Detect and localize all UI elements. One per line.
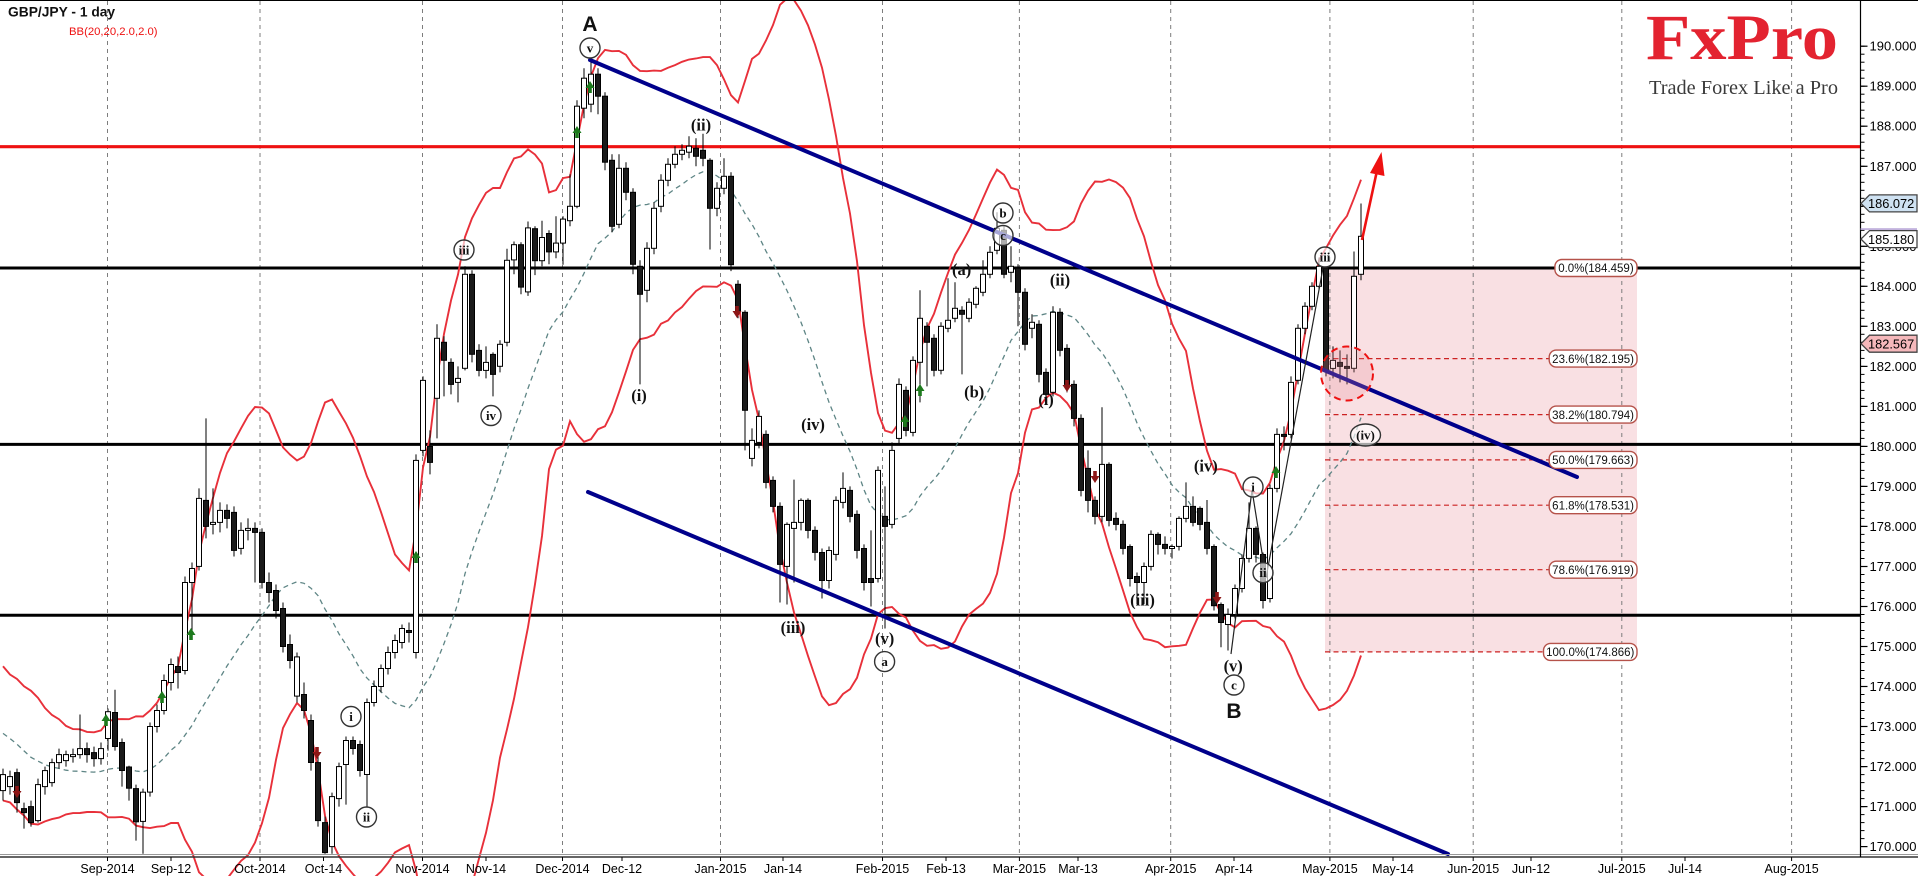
svg-text:Sep-12: Sep-12 [151,862,191,876]
svg-text:Oct-2014: Oct-2014 [234,862,285,876]
svg-text:Feb-2015: Feb-2015 [856,862,910,876]
svg-text:182.567: 182.567 [1868,337,1914,352]
svg-text:180.000: 180.000 [1870,439,1917,454]
svg-text:A: A [582,13,597,36]
svg-text:ii: ii [1259,565,1267,580]
svg-text:181.000: 181.000 [1870,399,1917,414]
svg-text:Dec-12: Dec-12 [602,862,642,876]
svg-text:177.000: 177.000 [1870,559,1917,574]
svg-text:Sep-2014: Sep-2014 [80,862,134,876]
svg-text:Jul-2015: Jul-2015 [1598,862,1646,876]
svg-text:0.0%(184.459): 0.0%(184.459) [1558,263,1634,275]
svg-text:Apr-2015: Apr-2015 [1145,862,1196,876]
svg-text:(b): (b) [964,382,984,401]
svg-text:(ii): (ii) [691,116,711,135]
svg-text:176.000: 176.000 [1870,599,1917,614]
svg-text:170.000: 170.000 [1870,839,1917,854]
svg-text:188.000: 188.000 [1870,119,1917,134]
svg-text:FxPro: FxPro [1646,2,1838,74]
svg-text:173.000: 173.000 [1870,719,1917,734]
svg-text:(v): (v) [875,629,894,648]
svg-text:100.0%(174.866): 100.0%(174.866) [1546,647,1634,659]
svg-text:iv: iv [486,408,497,423]
svg-text:Oct-14: Oct-14 [305,862,343,876]
svg-text:BB(20,20,2.0,2.0): BB(20,20,2.0,2.0) [69,26,158,38]
svg-text:(a): (a) [952,260,971,279]
svg-text:38.2%(180.794): 38.2%(180.794) [1552,410,1634,422]
svg-text:185.180: 185.180 [1868,232,1914,247]
svg-text:b: b [999,206,1006,221]
svg-text:May-14: May-14 [1372,862,1414,876]
svg-text:Aug-2015: Aug-2015 [1764,862,1818,876]
svg-text:Nov-2014: Nov-2014 [395,862,449,876]
svg-text:iii: iii [459,243,470,258]
svg-text:189.000: 189.000 [1870,79,1917,94]
svg-text:Mar-13: Mar-13 [1058,862,1098,876]
svg-text:i: i [1251,480,1255,495]
svg-text:Trade Forex Like a Pro: Trade Forex Like a Pro [1649,78,1838,99]
svg-text:179.000: 179.000 [1870,479,1917,494]
svg-text:23.6%(182.195): 23.6%(182.195) [1552,354,1634,366]
svg-text:172.000: 172.000 [1870,759,1917,774]
svg-text:174.000: 174.000 [1870,679,1917,694]
svg-text:171.000: 171.000 [1870,799,1917,814]
svg-text:(i): (i) [631,386,647,405]
svg-text:iii: iii [1320,250,1331,265]
svg-text:i: i [349,709,353,724]
svg-text:Jun-12: Jun-12 [1512,862,1550,876]
svg-text:May-2015: May-2015 [1302,862,1358,876]
svg-text:190.000: 190.000 [1870,39,1917,54]
svg-text:c: c [1231,678,1237,693]
svg-text:183.000: 183.000 [1870,319,1917,334]
svg-text:Jun-2015: Jun-2015 [1447,862,1499,876]
svg-text:Jan-2015: Jan-2015 [694,862,746,876]
svg-text:(iv): (iv) [1194,456,1218,475]
svg-text:175.000: 175.000 [1870,639,1917,654]
svg-text:187.000: 187.000 [1870,159,1917,174]
svg-text:50.0%(179.663): 50.0%(179.663) [1552,455,1634,467]
svg-text:Jan-14: Jan-14 [764,862,802,876]
svg-text:a: a [881,654,888,669]
svg-text:c: c [1000,228,1006,243]
svg-text:Feb-13: Feb-13 [926,862,966,876]
svg-text:Dec-2014: Dec-2014 [535,862,589,876]
svg-text:(iv): (iv) [801,415,825,434]
svg-text:78.6%(176.919): 78.6%(176.919) [1552,565,1634,577]
svg-text:GBP/JPY - 1 day: GBP/JPY - 1 day [8,5,115,20]
svg-text:(iv): (iv) [1356,428,1375,443]
svg-text:186.072: 186.072 [1868,196,1914,211]
svg-text:(iii): (iii) [781,618,806,637]
svg-text:Apr-14: Apr-14 [1215,862,1253,876]
svg-text:v: v [587,41,594,56]
svg-text:B: B [1226,700,1241,723]
svg-text:184.000: 184.000 [1870,279,1917,294]
svg-text:61.8%(178.531): 61.8%(178.531) [1552,500,1634,512]
svg-text:(iii): (iii) [1130,590,1155,609]
svg-text:(v): (v) [1224,657,1243,676]
svg-text:ii: ii [363,810,371,825]
svg-text:182.000: 182.000 [1870,359,1917,374]
svg-text:(ii): (ii) [1050,271,1070,290]
svg-text:178.000: 178.000 [1870,519,1917,534]
svg-text:Nov-14: Nov-14 [466,862,506,876]
svg-text:Jul-14: Jul-14 [1668,862,1702,876]
svg-text:Mar-2015: Mar-2015 [993,862,1047,876]
svg-text:(i): (i) [1038,390,1054,409]
